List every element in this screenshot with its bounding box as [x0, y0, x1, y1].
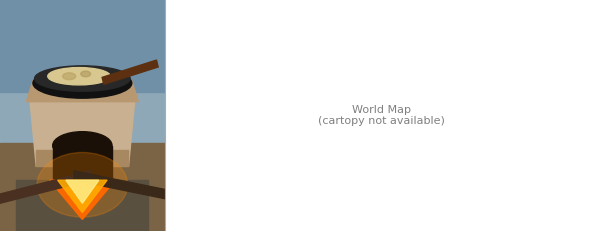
Text: World Map
(cartopy not available): World Map (cartopy not available) [319, 105, 445, 126]
Bar [53, 146, 112, 180]
Bar [0, 143, 165, 231]
Polygon shape [37, 150, 129, 166]
Ellipse shape [63, 73, 75, 80]
Ellipse shape [33, 68, 132, 98]
Bar [0, 0, 165, 92]
Bar [17, 180, 149, 231]
Polygon shape [102, 60, 158, 84]
Polygon shape [49, 180, 115, 219]
Polygon shape [26, 81, 138, 102]
Polygon shape [74, 171, 165, 199]
Ellipse shape [48, 67, 110, 85]
Polygon shape [66, 180, 99, 203]
Polygon shape [0, 171, 90, 203]
Polygon shape [58, 180, 107, 213]
Ellipse shape [37, 152, 128, 217]
Polygon shape [30, 97, 135, 166]
Bar [0, 0, 165, 150]
Ellipse shape [53, 132, 112, 159]
Ellipse shape [81, 71, 90, 77]
Ellipse shape [35, 66, 130, 91]
